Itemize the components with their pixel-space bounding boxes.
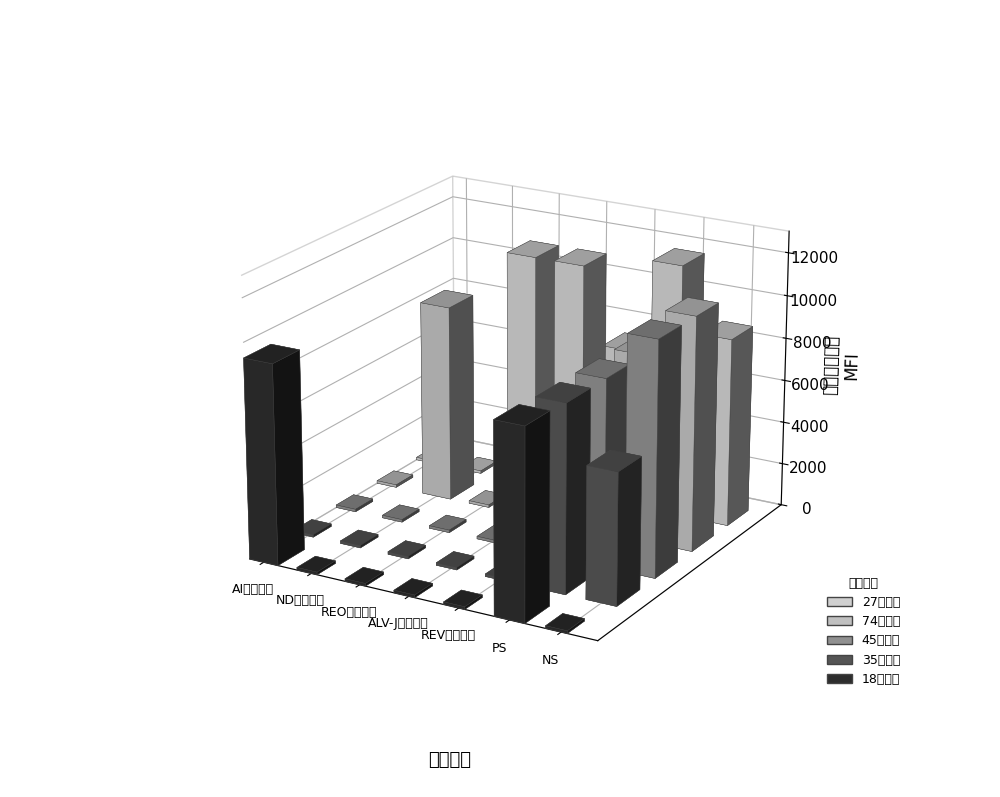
Text: 检测样品: 检测样品 xyxy=(428,751,472,769)
Legend: 27号磁珠, 74号磁珠, 45号磁珠, 35号磁珠, 18号磁珠: 27号磁珠, 74号磁珠, 45号磁珠, 35号磁珠, 18号磁珠 xyxy=(822,571,905,691)
